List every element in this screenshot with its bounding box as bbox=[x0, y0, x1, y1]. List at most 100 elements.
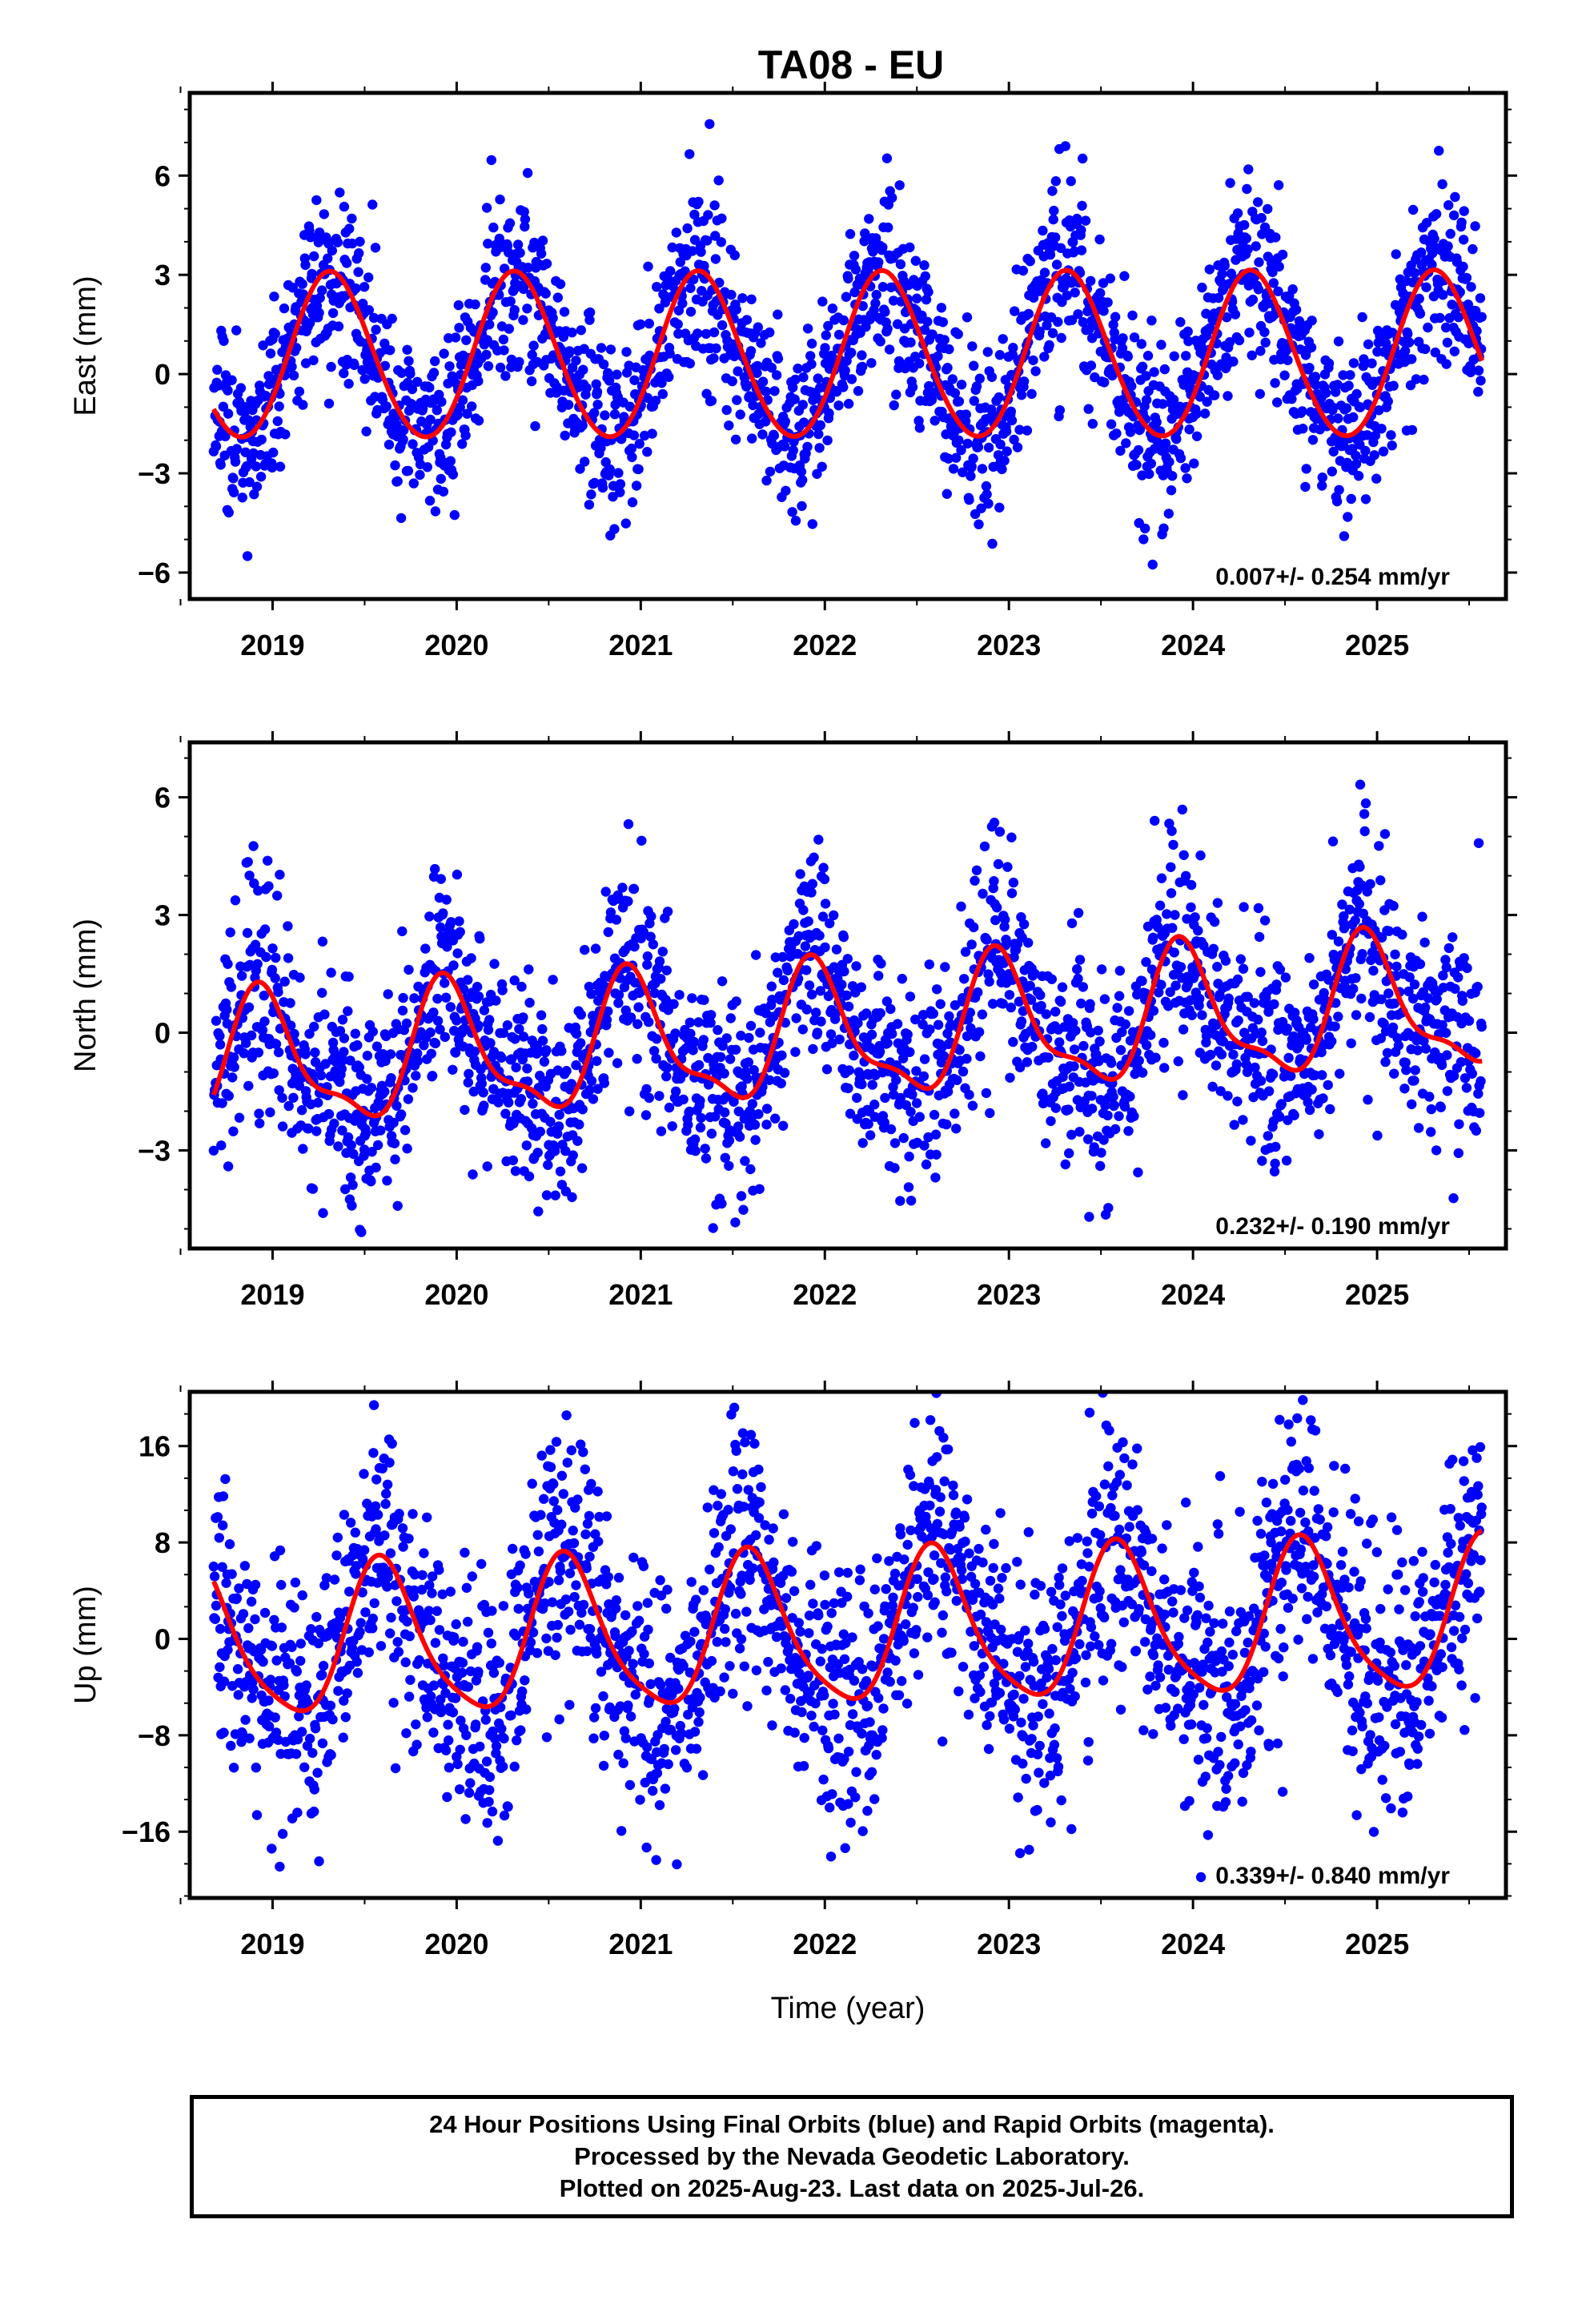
data-point bbox=[929, 1109, 940, 1120]
data-point bbox=[644, 318, 654, 329]
data-point bbox=[374, 1361, 383, 1370]
data-point bbox=[956, 380, 967, 390]
data-point bbox=[1141, 395, 1152, 405]
data-point bbox=[1030, 968, 1040, 979]
data-point bbox=[1166, 826, 1177, 836]
data-point bbox=[1389, 1068, 1399, 1079]
data-point bbox=[797, 475, 808, 485]
data-point bbox=[1114, 991, 1125, 1001]
data-point bbox=[710, 254, 721, 264]
data-point bbox=[683, 1120, 693, 1130]
data-point bbox=[776, 1078, 786, 1089]
chart-title: TA08 - EU bbox=[758, 42, 944, 87]
data-point bbox=[436, 396, 447, 407]
data-point bbox=[1087, 419, 1098, 429]
data-point bbox=[1094, 234, 1105, 245]
data-point bbox=[1080, 215, 1091, 226]
data-point bbox=[1076, 225, 1086, 235]
data-point bbox=[381, 401, 391, 412]
data-point bbox=[708, 1223, 718, 1233]
data-point bbox=[549, 1146, 560, 1156]
data-point bbox=[215, 460, 226, 470]
data-point bbox=[473, 991, 484, 1002]
data-point bbox=[993, 858, 1004, 870]
data-point bbox=[512, 239, 524, 250]
data-point bbox=[516, 981, 527, 992]
data-point bbox=[382, 1176, 392, 1186]
data-point bbox=[243, 857, 253, 867]
data-point bbox=[247, 1677, 258, 1687]
data-point bbox=[228, 1763, 239, 1773]
data-point bbox=[613, 468, 624, 478]
data-point bbox=[627, 452, 637, 463]
data-point bbox=[449, 1026, 460, 1036]
data-point bbox=[272, 891, 283, 901]
data-point bbox=[736, 1031, 746, 1041]
data-point bbox=[430, 1638, 441, 1648]
data-point bbox=[1136, 339, 1147, 349]
data-point bbox=[1197, 282, 1207, 293]
data-point bbox=[987, 538, 998, 549]
data-point bbox=[267, 462, 278, 473]
data-point bbox=[1362, 430, 1373, 440]
data-point bbox=[382, 1479, 393, 1490]
data-point bbox=[1186, 902, 1196, 913]
data-point bbox=[1119, 271, 1130, 281]
data-point bbox=[773, 309, 783, 320]
data-point bbox=[990, 915, 1001, 926]
data-point bbox=[228, 1126, 239, 1136]
data-point bbox=[1038, 1088, 1048, 1099]
data-point bbox=[436, 922, 446, 933]
data-point bbox=[495, 194, 505, 205]
data-point bbox=[1120, 1019, 1130, 1030]
data-point bbox=[1171, 434, 1182, 444]
data-point bbox=[250, 1614, 260, 1625]
data-point bbox=[231, 444, 242, 454]
data-point bbox=[1471, 1125, 1482, 1136]
data-point bbox=[814, 443, 825, 453]
data-point bbox=[986, 372, 998, 382]
data-point bbox=[454, 323, 464, 333]
data-point bbox=[1419, 1035, 1429, 1047]
data-point bbox=[1311, 380, 1321, 390]
data-point bbox=[317, 1670, 327, 1680]
data-point bbox=[870, 298, 881, 308]
data-point bbox=[731, 304, 741, 315]
data-point bbox=[642, 447, 652, 457]
data-point bbox=[1047, 186, 1058, 196]
data-point bbox=[781, 485, 791, 496]
data-point bbox=[1125, 1092, 1135, 1102]
data-point bbox=[1086, 1027, 1096, 1038]
data-point bbox=[460, 1104, 470, 1116]
data-point bbox=[240, 1715, 251, 1725]
data-point bbox=[427, 1571, 438, 1582]
data-point bbox=[1027, 1041, 1038, 1052]
data-point bbox=[244, 1733, 255, 1743]
data-point bbox=[897, 1053, 909, 1063]
data-point bbox=[1275, 964, 1286, 975]
data-point bbox=[709, 327, 720, 338]
data-point bbox=[271, 952, 281, 963]
data-point bbox=[1170, 980, 1181, 991]
data-point bbox=[1249, 998, 1260, 1008]
data-point bbox=[500, 371, 511, 381]
data-point bbox=[494, 233, 504, 244]
x-tick-label: 2023 bbox=[977, 1278, 1041, 1311]
data-point bbox=[1378, 446, 1389, 456]
data-point bbox=[215, 1662, 225, 1672]
data-point bbox=[448, 469, 459, 480]
data-point bbox=[576, 1009, 586, 1020]
data-point bbox=[1086, 1104, 1098, 1114]
data-point bbox=[317, 936, 328, 947]
data-point bbox=[548, 975, 558, 985]
data-point bbox=[954, 1044, 965, 1055]
data-point bbox=[1456, 217, 1467, 227]
data-point bbox=[416, 1584, 428, 1595]
data-point bbox=[1123, 1006, 1134, 1016]
plot-frame bbox=[187, 90, 1508, 601]
data-point bbox=[361, 426, 371, 436]
data-point bbox=[1389, 998, 1400, 1009]
data-point bbox=[448, 960, 459, 971]
data-point bbox=[216, 1140, 227, 1151]
